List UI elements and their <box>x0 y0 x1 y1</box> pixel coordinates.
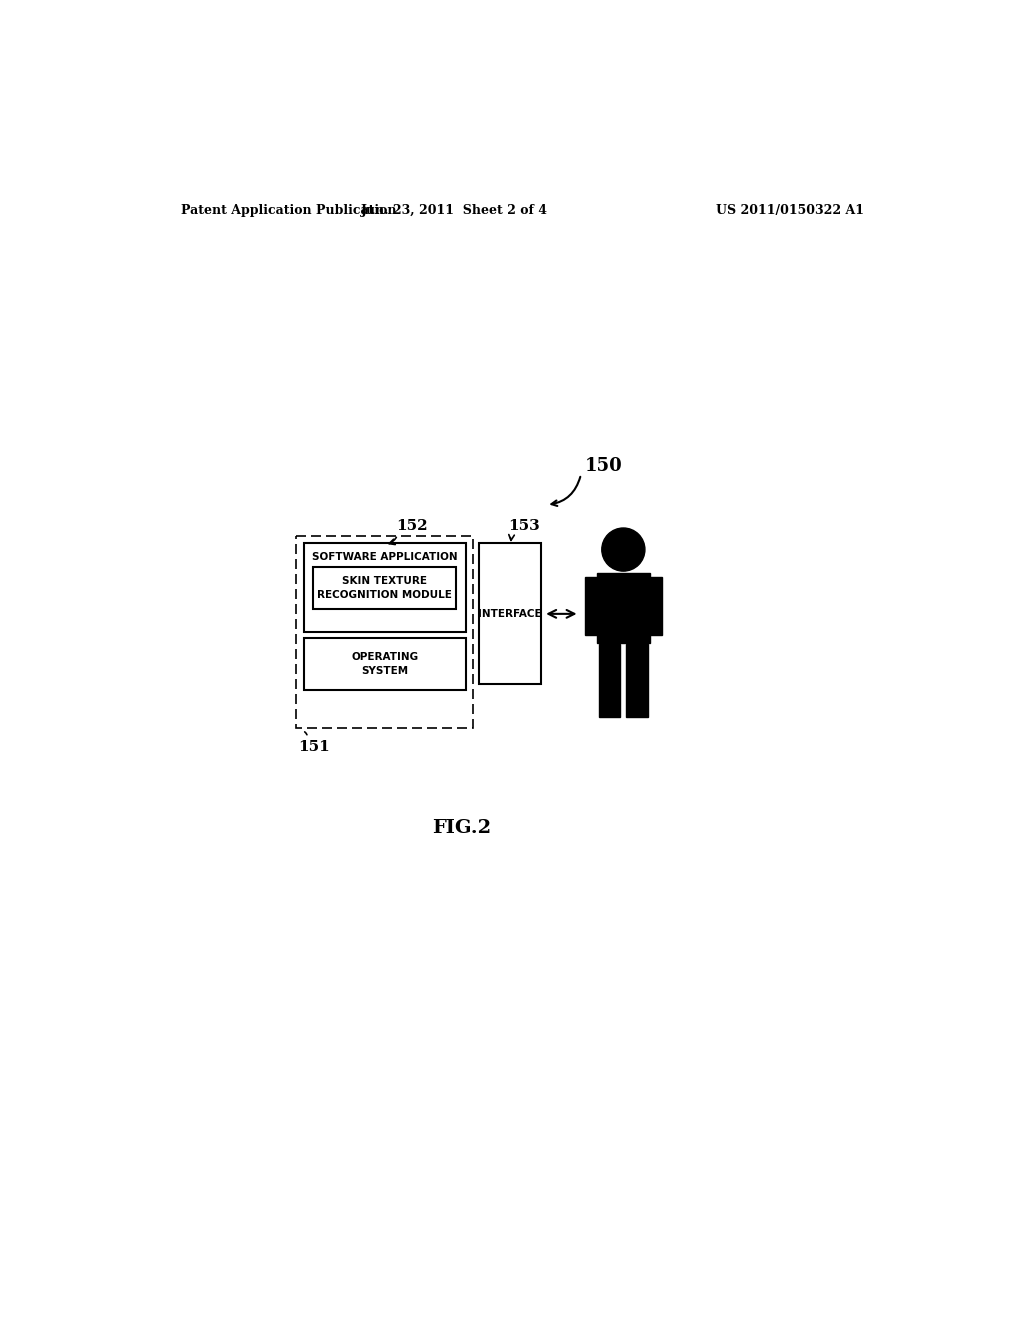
Text: 152: 152 <box>396 519 428 533</box>
Text: 153: 153 <box>508 519 540 533</box>
Polygon shape <box>649 577 662 635</box>
Polygon shape <box>597 573 649 643</box>
Text: 151: 151 <box>298 739 330 754</box>
Text: FIG.2: FIG.2 <box>432 820 492 837</box>
Polygon shape <box>585 577 597 635</box>
Text: OPERATING
SYSTEM: OPERATING SYSTEM <box>351 652 418 676</box>
Text: Jun. 23, 2011  Sheet 2 of 4: Jun. 23, 2011 Sheet 2 of 4 <box>360 205 548 218</box>
Text: US 2011/0150322 A1: US 2011/0150322 A1 <box>716 205 864 218</box>
Polygon shape <box>599 644 621 718</box>
Text: SOFTWARE APPLICATION: SOFTWARE APPLICATION <box>312 552 458 562</box>
Polygon shape <box>627 644 648 718</box>
Text: Patent Application Publication: Patent Application Publication <box>180 205 396 218</box>
Text: 150: 150 <box>585 458 623 475</box>
Circle shape <box>602 528 645 572</box>
Text: SKIN TEXTURE
RECOGNITION MODULE: SKIN TEXTURE RECOGNITION MODULE <box>317 576 453 599</box>
Text: INTERFACE: INTERFACE <box>478 609 542 619</box>
